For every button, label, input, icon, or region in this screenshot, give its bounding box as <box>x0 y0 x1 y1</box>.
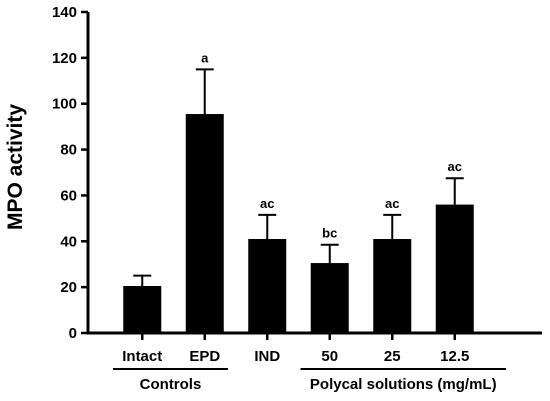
bar-EPD <box>185 114 224 334</box>
bar-IND <box>248 238 287 333</box>
group-label: Controls <box>140 376 202 393</box>
x-tick-label: EPD <box>189 348 220 365</box>
bar-25 <box>373 238 412 333</box>
bar-50 <box>310 263 349 333</box>
y-tick-label: 60 <box>60 187 77 204</box>
x-tick-label: 50 <box>321 348 338 365</box>
y-tick-label: 100 <box>52 96 77 113</box>
significance-label: bc <box>322 226 337 241</box>
y-tick-label: 120 <box>52 50 77 67</box>
y-tick-label: 0 <box>69 325 77 342</box>
group-label: Polycal solutions (mg/mL) <box>310 376 497 393</box>
x-tick-label: IND <box>254 348 280 365</box>
bar-12.5 <box>435 204 474 333</box>
y-tick-label: 20 <box>60 279 77 296</box>
category-groups: Controls Polycal solutions (mg/mL) <box>113 368 506 393</box>
x-tick-label: 12.5 <box>440 348 469 365</box>
x-tick-label: Intact <box>122 348 162 365</box>
y-axis-label: MPO activity <box>4 104 27 230</box>
y-tick-label: 40 <box>60 233 77 250</box>
y-tick-label: 80 <box>60 142 77 159</box>
bar-Intact <box>123 285 162 333</box>
x-axis: Intact EPD IND 50 25 12.5 <box>86 331 542 365</box>
y-tick-label: 140 <box>52 4 77 21</box>
significance-label: ac <box>260 196 274 211</box>
x-tick-label: 25 <box>384 348 401 365</box>
significance-label: a <box>201 50 209 65</box>
bars: a ac bc ac ac <box>123 50 474 334</box>
significance-label: ac <box>448 159 462 174</box>
y-axis: 0 20 40 60 80 100 120 140 <box>52 4 90 342</box>
significance-label: ac <box>385 196 399 211</box>
